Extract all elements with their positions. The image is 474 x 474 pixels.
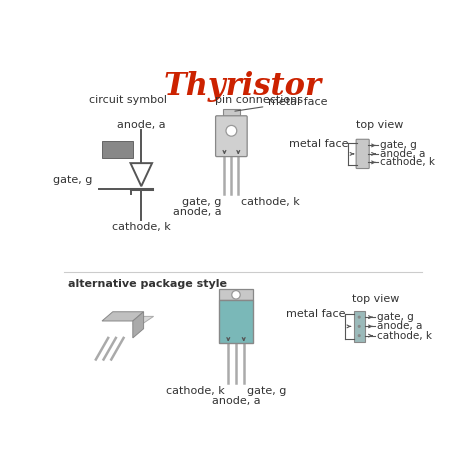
Text: alternative package style: alternative package style — [68, 279, 227, 289]
Text: cathode, k: cathode, k — [380, 157, 435, 167]
Text: metal face: metal face — [235, 97, 328, 111]
Text: anode, a: anode, a — [377, 321, 422, 331]
Text: anode, a: anode, a — [117, 120, 165, 130]
Circle shape — [358, 316, 361, 319]
Text: pin connections: pin connections — [215, 95, 303, 105]
Polygon shape — [102, 141, 133, 158]
Circle shape — [226, 126, 237, 136]
Circle shape — [358, 334, 361, 337]
Text: anode, a: anode, a — [173, 207, 221, 217]
FancyBboxPatch shape — [356, 139, 369, 169]
Circle shape — [358, 325, 361, 328]
Text: gate, g: gate, g — [247, 386, 286, 396]
Text: cathode, k: cathode, k — [166, 386, 225, 396]
Circle shape — [232, 291, 240, 299]
Bar — [219, 300, 253, 343]
FancyBboxPatch shape — [216, 116, 247, 156]
Text: gate, g: gate, g — [380, 140, 417, 150]
Bar — [219, 290, 253, 300]
Text: gate, g: gate, g — [54, 175, 93, 185]
Text: Thyristor: Thyristor — [164, 71, 322, 102]
Text: top view: top view — [353, 294, 400, 304]
Text: gate, g: gate, g — [182, 197, 221, 207]
Text: cathode, k: cathode, k — [241, 197, 300, 207]
Text: gate, g: gate, g — [377, 312, 414, 322]
Text: metal face: metal face — [286, 310, 346, 319]
Text: cathode, k: cathode, k — [112, 222, 171, 232]
Text: top view: top view — [356, 120, 403, 130]
Polygon shape — [133, 312, 144, 338]
Bar — [223, 109, 240, 117]
Polygon shape — [133, 316, 154, 324]
Text: anode, a: anode, a — [212, 396, 260, 406]
Text: anode, a: anode, a — [380, 149, 425, 159]
Bar — [354, 311, 365, 342]
Polygon shape — [102, 312, 144, 321]
Text: metal face: metal face — [289, 139, 348, 149]
Text: circuit symbol: circuit symbol — [89, 95, 167, 105]
Text: cathode, k: cathode, k — [377, 331, 432, 341]
